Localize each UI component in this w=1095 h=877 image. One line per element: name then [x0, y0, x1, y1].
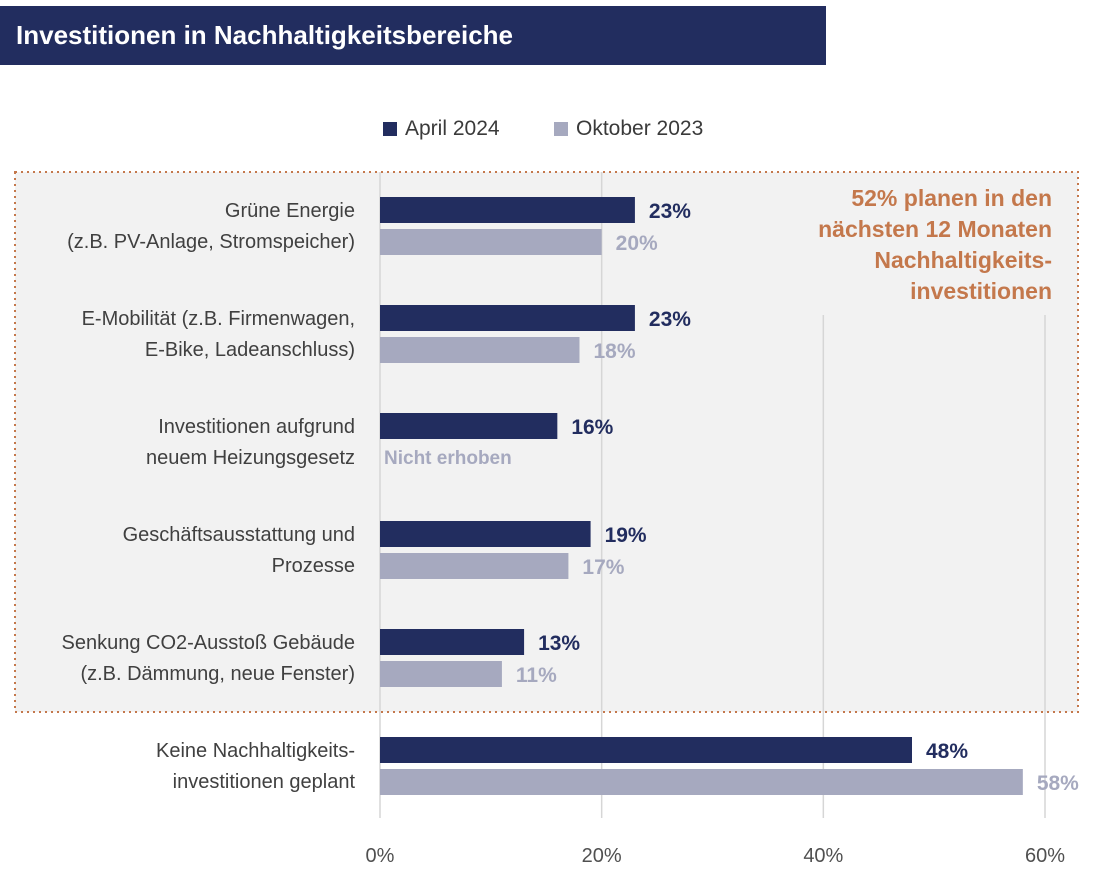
category-label-line: Investitionen aufgrund	[158, 416, 355, 438]
legend: April 2024 Oktober 2023	[0, 115, 1095, 143]
category-label-line: Prozesse	[272, 555, 355, 577]
bar-oktober-2023	[380, 337, 580, 363]
highlight-box-bg	[15, 172, 1078, 712]
category-label: Senkung CO2-Ausstoß Gebäude (z.B. Dämmung…	[61, 632, 355, 685]
bar-april-2024	[380, 629, 525, 655]
data-label: 18%	[594, 340, 636, 363]
category-label-line: investitionen geplant	[173, 771, 356, 793]
bar-oktober-2023	[380, 229, 602, 255]
x-tick-label: 0%	[366, 845, 395, 867]
data-label: 17%	[582, 556, 624, 579]
bar-april-2024	[380, 737, 912, 763]
bar-oktober-2023	[380, 769, 1023, 795]
data-label: 16%	[571, 416, 613, 439]
x-tick-label: 40%	[803, 845, 843, 867]
category-label: Grüne Energie (z.B. PV-Anlage, Stromspeic…	[67, 200, 355, 253]
data-label: 20%	[616, 232, 658, 255]
bar-april-2024	[380, 521, 591, 547]
callout-text-line: nächsten 12 Monaten	[818, 216, 1052, 242]
legend-item-oktober-2023: Oktober 2023	[554, 115, 703, 143]
legend-item-april-2024: April 2024	[383, 115, 500, 143]
bar-april-2024	[380, 197, 635, 223]
category-label-line: Senkung CO2-Ausstoß Gebäude	[61, 632, 355, 654]
bar-april-2024	[380, 305, 635, 331]
category-label: Geschäftsausstattung und Prozesse	[123, 524, 355, 577]
bar-oktober-2023	[380, 661, 502, 687]
category-label-line: E-Bike, Ladeanschluss)	[145, 339, 355, 361]
legend-label-april-2024: April 2024	[405, 117, 500, 140]
x-tick-label: 20%	[582, 845, 622, 867]
data-label-not-collected: Nicht erhoben	[384, 448, 512, 469]
data-label: 11%	[516, 664, 557, 687]
data-label: 13%	[538, 632, 580, 655]
category-label-line: Grüne Energie	[225, 200, 355, 222]
data-label: 23%	[649, 308, 691, 331]
category-label-line: Keine Nachhaltigkeits-	[156, 740, 355, 762]
data-label: 19%	[605, 524, 647, 547]
category-label-line: (z.B. PV-Anlage, Stromspeicher)	[67, 231, 355, 253]
category-label: E-Mobilität (z.B. Firmenwagen, E-Bike, La…	[82, 308, 355, 361]
category-label-line: E-Mobilität (z.B. Firmenwagen,	[82, 308, 355, 330]
bar-april-2024	[380, 413, 558, 439]
legend-swatch-oktober-2023	[554, 122, 568, 136]
data-label: 23%	[649, 200, 691, 223]
category-label-line: neuem Heizungsgesetz	[146, 447, 355, 469]
category-label: Investitionen aufgrund neuem Heizungsgese…	[146, 416, 355, 469]
title-bar: Investitionen in Nachhaltigkeitsbereiche	[0, 6, 826, 65]
highlight-box-border	[14, 171, 1079, 713]
data-label: 48%	[926, 740, 968, 763]
legend-swatch-april-2024	[383, 122, 397, 136]
category-label-line: Geschäftsausstattung und	[123, 524, 355, 546]
bar-oktober-2023	[380, 553, 569, 579]
category-label: Keine Nachhaltigkeits-investitionen gepl…	[156, 740, 355, 793]
x-tick-label: 60%	[1025, 845, 1065, 867]
data-label: 58%	[1037, 772, 1079, 795]
category-label-line: (z.B. Dämmung, neue Fenster)	[80, 663, 355, 685]
callout-text-line: investitionen	[910, 278, 1052, 304]
callout-text-line: Nachhaltigkeits-	[874, 247, 1052, 273]
callout-text-line: 52% planen in den	[851, 185, 1052, 211]
legend-label-oktober-2023: Oktober 2023	[576, 117, 704, 140]
chart-title: Investitionen in Nachhaltigkeitsbereiche	[16, 20, 514, 50]
